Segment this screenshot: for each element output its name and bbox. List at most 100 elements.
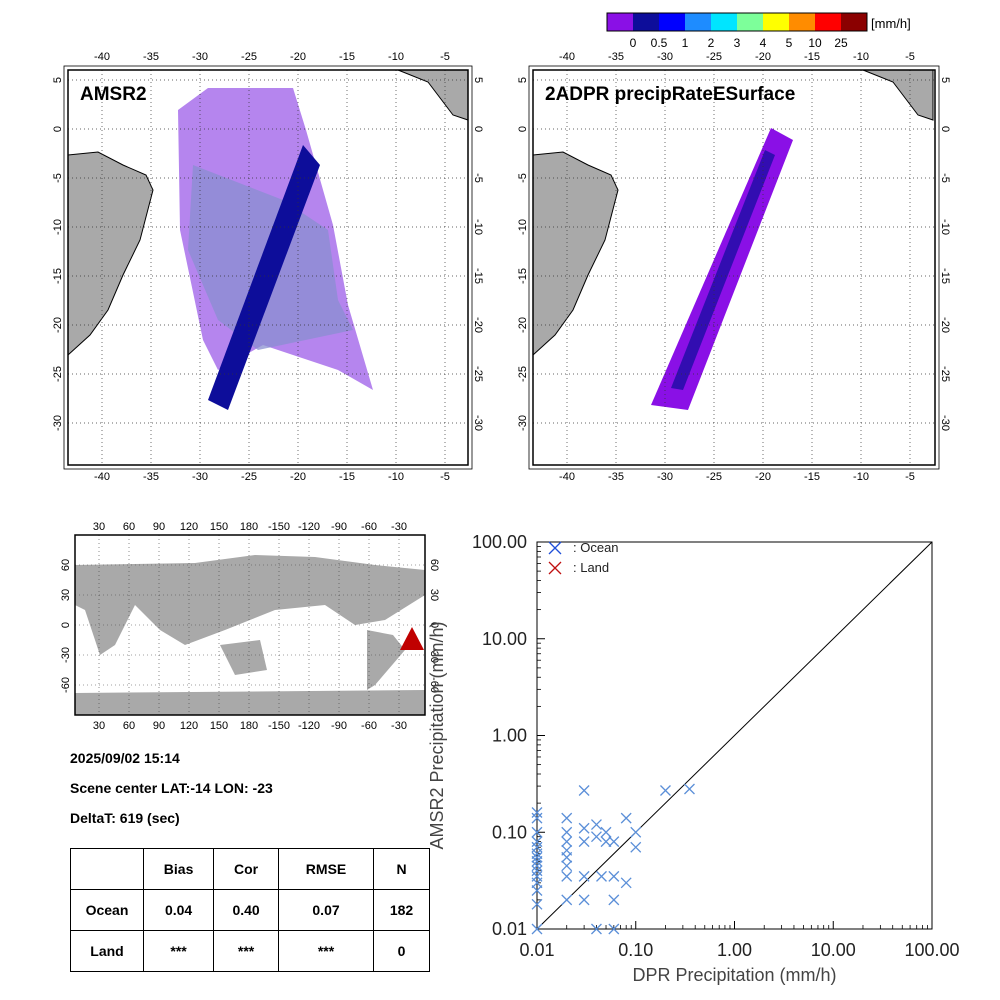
globe-lat-tick-label: -60 — [60, 677, 72, 693]
data-point-ocean — [590, 923, 602, 935]
data-point-ocean — [531, 870, 543, 882]
legend-marker — [548, 541, 562, 555]
globe-frame — [74, 534, 426, 716]
map-lon-tick-label: -20 — [755, 471, 771, 483]
stats-row-ocean: Ocean 0.04 0.40 0.07 182 — [70, 889, 430, 931]
colorbar-swatch — [659, 13, 685, 31]
data-point-ocean — [531, 865, 543, 877]
globe-lon-tick-label: 90 — [153, 720, 165, 732]
x-tick-label: 1.00 — [717, 940, 752, 960]
globe-land — [75, 555, 425, 655]
globe-lon-tick-label: 60 — [123, 720, 135, 732]
map-lon-tick-label: -5 — [440, 51, 450, 63]
map-lat-tick-label: -15 — [472, 268, 484, 284]
globe-overview-map — [74, 534, 426, 716]
globe-lon-tick-label: 30 — [93, 720, 105, 732]
data-point-ocean — [590, 819, 602, 831]
map-outer-frame — [63, 65, 473, 470]
data-point-ocean — [531, 807, 543, 818]
data-point-ocean — [531, 923, 543, 935]
data-point-ocean — [600, 826, 612, 838]
map-lat-tick-label: -15 — [517, 268, 529, 284]
map-lon-tick-label: -5 — [440, 471, 450, 483]
data-point-ocean — [578, 836, 590, 848]
map-frame — [532, 69, 936, 466]
colorbar-tick-label: 1 — [682, 36, 689, 50]
map-lon-tick-label: -35 — [608, 471, 624, 483]
data-point-ocean — [578, 894, 590, 906]
globe-lon-tick-label: -90 — [331, 720, 347, 732]
stats-cell: *** — [213, 930, 279, 972]
map-lon-tick-label: -40 — [94, 51, 110, 63]
colorbar-tick-label: 3 — [734, 36, 741, 50]
data-point-ocean — [608, 870, 620, 882]
map-lon-tick-label: -20 — [755, 51, 771, 63]
x-tick-label: 10.00 — [811, 940, 856, 960]
map-lat-tick-label: -30 — [472, 415, 484, 431]
map-lat-tick-label: 5 — [939, 77, 951, 83]
colorbar-swatch — [607, 13, 633, 31]
map-lon-tick-label: -10 — [853, 471, 869, 483]
data-point-ocean — [596, 870, 607, 882]
map-lat-tick-label: -30 — [517, 415, 529, 431]
colorbar-tick-label: 0.5 — [651, 36, 668, 50]
x-tick-label: 0.10 — [618, 940, 653, 960]
data-point-ocean — [531, 851, 543, 863]
map-lat-tick-label: -10 — [939, 219, 951, 235]
data-point-ocean — [561, 826, 573, 838]
data-point-ocean — [630, 841, 642, 853]
colorbar-tick-label: 0 — [630, 36, 637, 50]
map-lat-tick-label: -20 — [472, 317, 484, 333]
globe-lon-tick-label: -150 — [268, 720, 290, 732]
globe-lon-tick-label: -150 — [268, 521, 290, 533]
map-lat-tick-label: -10 — [517, 219, 529, 235]
map-lat-tick-label: 0 — [517, 126, 529, 132]
globe-lat-tick-label: -30 — [60, 647, 72, 663]
globe-lon-tick-label: 90 — [153, 521, 165, 533]
y-tick-label: 0.10 — [492, 822, 527, 842]
map-lon-tick-label: -30 — [192, 471, 208, 483]
globe-lon-tick-label: -120 — [298, 720, 320, 732]
amsr2-swath-rain — [208, 145, 320, 410]
map-lon-tick-label: -25 — [706, 471, 722, 483]
globe-lat-tick-label: -30 — [428, 647, 440, 663]
stats-cell: 0.40 — [213, 889, 279, 931]
map-lon-tick-label: -40 — [559, 471, 575, 483]
map-lon-tick-label: -40 — [94, 471, 110, 483]
globe-lon-tick-label: 180 — [240, 521, 258, 533]
data-point-ocean — [531, 841, 543, 853]
map-lon-tick-label: -15 — [339, 51, 355, 63]
south-america-land — [67, 151, 154, 357]
map-frame — [67, 69, 469, 466]
globe-lon-tick-label: 150 — [210, 720, 228, 732]
globe-land — [75, 690, 425, 715]
map-lon-tick-label: -25 — [241, 471, 257, 483]
map-lat-tick-label: -30 — [52, 415, 64, 431]
globe-land — [367, 630, 405, 690]
scene-delta-time: DeltaT: 619 (sec) — [70, 810, 180, 826]
scatter-plot — [531, 541, 933, 935]
globe-lat-tick-label: -60 — [428, 677, 440, 693]
map-lon-tick-label: -35 — [608, 51, 624, 63]
y-tick-label: 1.00 — [492, 726, 527, 746]
map-lat-tick-label: -10 — [52, 219, 64, 235]
data-point-ocean — [620, 812, 632, 824]
data-point-ocean — [561, 812, 573, 824]
map-lat-tick-label: -15 — [52, 268, 64, 284]
globe-lon-tick-label: -60 — [361, 720, 377, 732]
colorbar-tick-label: 5 — [786, 36, 793, 50]
colorbar-swatch — [815, 13, 841, 31]
colorbar-tick-label: 10 — [808, 36, 822, 50]
map-lat-tick-label: -25 — [517, 366, 529, 382]
colorbar-swatch — [633, 13, 659, 31]
legend-label: : Ocean — [573, 540, 619, 555]
data-point-ocean — [630, 826, 642, 838]
globe-lon-tick-label: -30 — [391, 720, 407, 732]
map-lon-tick-label: -10 — [388, 471, 404, 483]
map-lat-tick-label: -5 — [517, 173, 529, 183]
globe-lat-tick-label: 0 — [60, 622, 72, 628]
data-point-ocean — [531, 898, 543, 910]
data-point-ocean — [578, 785, 590, 796]
map-title: AMSR2 — [80, 84, 147, 105]
